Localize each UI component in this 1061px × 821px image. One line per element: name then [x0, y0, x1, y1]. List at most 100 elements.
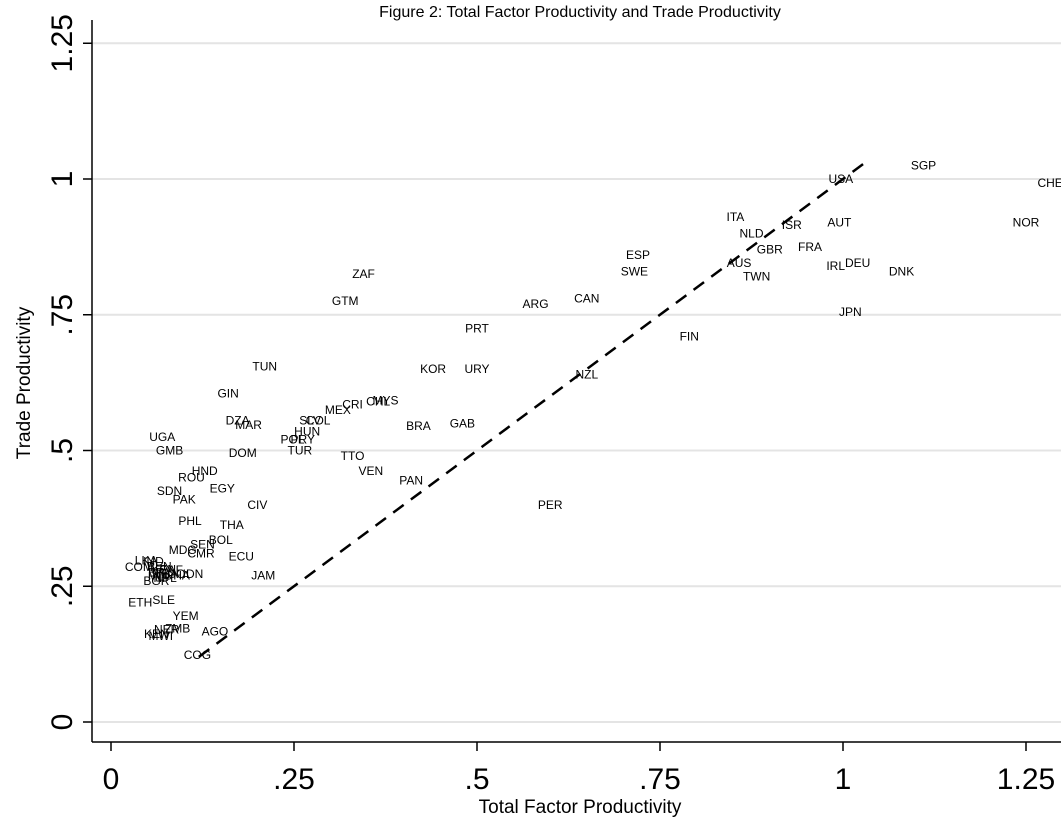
data-point-label: UGA: [149, 430, 175, 444]
data-point-label: ETH: [128, 596, 152, 610]
data-point-label: KEN: [151, 562, 176, 576]
data-point-label: SDN: [157, 484, 182, 498]
x-tick-label: 1: [835, 763, 852, 796]
data-point-label: TWN: [743, 270, 770, 284]
data-point-label: IRL: [826, 259, 845, 273]
grid-lines: [92, 42, 1061, 723]
data-point-label: ZAF: [352, 267, 375, 281]
x-tick-label: .75: [639, 763, 681, 796]
data-point-label: TGO: [159, 567, 185, 581]
data-point-label: MEX: [325, 403, 351, 417]
data-point-label: GBR: [757, 243, 783, 257]
data-point-label: NLD: [739, 226, 763, 240]
data-point-label: NOR: [1013, 215, 1040, 229]
y-tick-label: 1.25: [46, 14, 79, 72]
data-point-label: COM: [125, 560, 153, 574]
data-point-label: BRA: [406, 419, 431, 433]
data-point-label: HUN: [294, 424, 320, 438]
data-point-label: BEN: [147, 560, 172, 574]
data-point-label: SEN: [190, 537, 215, 551]
data-point-label: SLE: [152, 593, 175, 607]
y-tick-label: .5: [46, 438, 79, 463]
data-point-label: GHA: [164, 568, 190, 582]
data-point-label: SWE: [621, 264, 648, 278]
y-tick-label: 0: [46, 714, 79, 731]
data-point-label: MLI: [148, 569, 168, 583]
y-tick-label: .75: [46, 294, 79, 336]
data-point-label: IDN: [183, 567, 204, 581]
data-point-label: GTM: [332, 294, 359, 308]
data-point-label: CAF: [159, 563, 183, 577]
data-point-label: DEU: [845, 256, 870, 270]
data-point-label: MDG: [169, 543, 197, 557]
data-point-label: NGA: [152, 567, 178, 581]
data-point-label: HND: [192, 464, 218, 478]
data-point-label: EGY: [210, 482, 235, 496]
data-point-label: BOL: [209, 533, 233, 547]
data-point-label: THA: [220, 518, 244, 532]
data-point-label: COL: [306, 414, 331, 428]
data-point-label: GMB: [156, 444, 183, 458]
data-point-label: COG: [184, 648, 211, 662]
reference-line: [198, 161, 866, 658]
data-point-label: ARG: [523, 297, 549, 311]
data-point-label: FIN: [680, 329, 699, 343]
data-point-label: CHE: [1037, 176, 1061, 190]
data-point-label: SLV: [299, 414, 321, 428]
data-point-label: ZMB: [165, 622, 190, 636]
data-point-label: PER: [538, 498, 563, 512]
data-point-label: NPL: [153, 571, 177, 585]
data-point-label: DNK: [889, 264, 914, 278]
data-point-label: PAN: [399, 473, 423, 487]
data-point-label: ISR: [782, 218, 802, 232]
data-point-label: CAN: [574, 291, 599, 305]
data-point-label: URY: [464, 362, 489, 376]
data-point-label: ROU: [178, 471, 205, 485]
data-point-label: CRI: [342, 397, 363, 411]
x-tick-label: 1.25: [997, 763, 1055, 796]
x-tick-label: .25: [273, 763, 315, 796]
data-point-label: AUS: [727, 256, 752, 270]
data-point-label: DOM: [229, 446, 257, 460]
data-point-label: PRT: [465, 321, 489, 335]
data-point-label: JAM: [251, 568, 275, 582]
data-point-label: CHL: [366, 395, 390, 409]
x-tick-label: .5: [464, 763, 489, 796]
data-point-label: KOR: [420, 362, 446, 376]
data-point-label: VEN: [359, 464, 384, 478]
data-point-label: ESP: [626, 248, 650, 262]
y-tick-label: 1: [46, 171, 79, 188]
data-point-label: PAK: [173, 492, 196, 506]
chart-title: Figure 2: Total Factor Productivity and …: [379, 4, 781, 21]
data-point-label: AUT: [827, 215, 852, 229]
axes: 0 .25 .5 .75 1 1.25 0 .25 .5 .75 1 1.25: [46, 14, 1061, 796]
data-point-label: MWI: [148, 629, 173, 643]
data-point-label: SGP: [911, 158, 936, 172]
data-point-label: GIN: [217, 386, 238, 400]
data-point-label: BGR: [143, 574, 169, 588]
data-point-label: ECU: [229, 549, 254, 563]
data-point-label: FRA: [798, 240, 822, 254]
data-point-label: LKA: [135, 554, 158, 568]
data-point-label: KEN: [144, 627, 169, 641]
data-point-label: GAB: [450, 416, 475, 430]
data-point-label: JPN: [839, 305, 862, 319]
data-point-label: AGO: [202, 624, 229, 638]
x-tick-label: 0: [103, 763, 120, 796]
data-point-label: ITA: [727, 210, 745, 224]
data-point-label: MYS: [372, 394, 398, 408]
data-point-label: TUR: [288, 444, 313, 458]
data-point-label: PRY: [291, 433, 315, 447]
data-point-label: TUN: [252, 359, 277, 373]
data-point-label: DZA: [226, 414, 250, 428]
data-point-label: BFA: [148, 566, 171, 580]
data-point-label: POL: [281, 433, 305, 447]
data-point-label: TTO: [341, 449, 365, 463]
data-point-label: USA: [828, 172, 853, 186]
data-point-label: CIV: [247, 498, 267, 512]
data-point-label: NZL: [575, 367, 598, 381]
data-point-label: NER: [154, 623, 180, 637]
data-point-label: CMR: [187, 547, 215, 561]
